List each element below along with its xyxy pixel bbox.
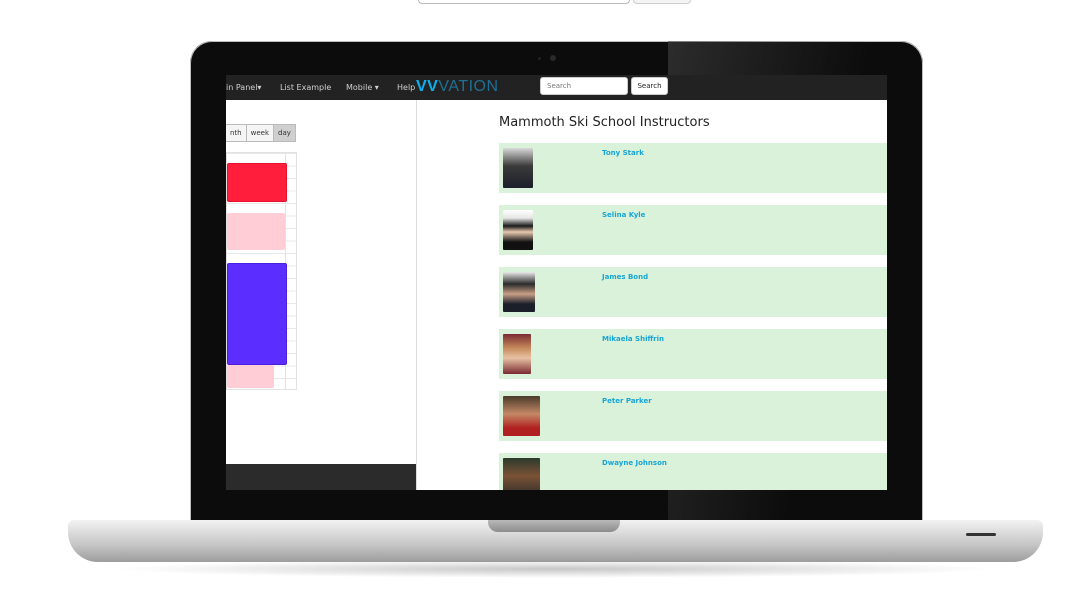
logo-bold-text: VV (416, 78, 439, 95)
laptop-base (68, 520, 1043, 562)
page-title: Mammoth Ski School Instructors (499, 115, 710, 130)
view-month-button[interactable]: nth (226, 124, 247, 142)
logo-thin-text: VATION (438, 78, 499, 95)
laptop-screen: in Panel▾ List Example Mobile ▾ Help VVV… (226, 75, 887, 490)
calendar-event[interactable] (227, 163, 287, 202)
avatar (503, 210, 533, 250)
avatar (503, 458, 540, 490)
sleep-indicator-light (966, 533, 996, 536)
avatar (503, 272, 535, 312)
instructor-name[interactable]: Dwayne Johnson (602, 459, 667, 467)
laptop-shadow (110, 560, 1000, 578)
calendar-view-switcher: nth week day (226, 124, 296, 142)
list-item[interactable]: Tony Stark (499, 143, 887, 193)
search-button[interactable]: Search (631, 77, 668, 95)
camera-sensor (538, 57, 541, 60)
instructor-name[interactable]: Selina Kyle (602, 211, 646, 219)
list-item[interactable]: Dwayne Johnson (499, 453, 887, 490)
list-item[interactable]: Mikaela Shiffrin (499, 329, 887, 379)
list-item[interactable]: James Bond (499, 267, 887, 317)
nav-help[interactable]: Help (397, 83, 416, 92)
view-week-button[interactable]: week (245, 124, 275, 142)
instructor-name[interactable]: Mikaela Shiffrin (602, 335, 664, 343)
instructor-name[interactable]: James Bond (602, 273, 649, 281)
avatar (503, 148, 533, 188)
list-item[interactable]: Selina Kyle (499, 205, 887, 255)
instructor-name[interactable]: Tony Stark (602, 149, 644, 157)
brand-logo[interactable]: VVVATION (416, 78, 499, 97)
calendar-event[interactable] (227, 365, 274, 388)
calendar-event[interactable] (227, 263, 287, 365)
lid-opening-notch (488, 520, 620, 532)
top-search-button[interactable] (633, 0, 691, 4)
calendar-grid (226, 152, 297, 390)
avatar (503, 334, 531, 374)
calendar-footer (226, 464, 416, 490)
camera-icon (550, 55, 556, 61)
calendar-pane: nth week day (226, 100, 417, 490)
instructors-pane: Mammoth Ski School Instructors Tony Star… (417, 100, 887, 490)
nav-list-example[interactable]: List Example (280, 83, 332, 92)
search-input[interactable] (540, 77, 628, 95)
calendar-event[interactable] (227, 213, 285, 250)
avatar (503, 396, 540, 436)
top-search-input[interactable] (418, 0, 630, 4)
navbar: in Panel▾ List Example Mobile ▾ Help VVV… (226, 75, 887, 100)
nav-mobile[interactable]: Mobile ▾ (346, 83, 379, 92)
nav-admin-panel[interactable]: in Panel▾ (226, 83, 262, 92)
list-item[interactable]: Peter Parker (499, 391, 887, 441)
view-day-button[interactable]: day (273, 124, 296, 142)
instructor-name[interactable]: Peter Parker (602, 397, 652, 405)
